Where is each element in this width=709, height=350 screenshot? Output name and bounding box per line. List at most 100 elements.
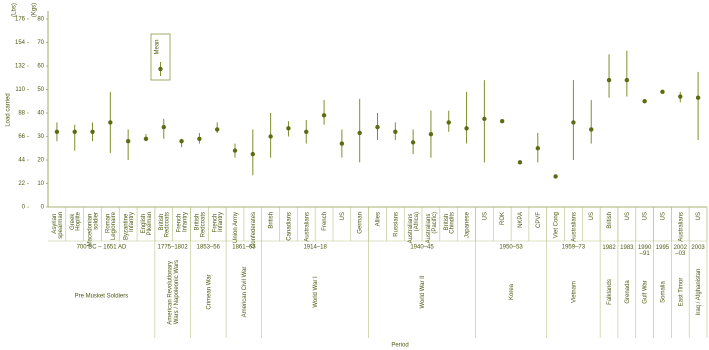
mean-dot (606, 77, 612, 83)
mean-dot (108, 120, 113, 125)
y-tick-label: 20 (37, 158, 44, 164)
group-years: 1853–56 (197, 245, 221, 251)
x-tick-label: British (607, 212, 613, 229)
x-tick-label: NKPA (518, 212, 524, 228)
mean-dot (393, 129, 398, 134)
group-name: Falklands (607, 279, 613, 305)
y-tick-label: 80 (37, 17, 44, 23)
mean-dot (678, 94, 683, 99)
x-tick-label: Australians (Pacific) (426, 212, 438, 243)
y2-tick-label: 176 (15, 17, 26, 23)
mean-dot (428, 131, 434, 137)
group-years: 2003 (691, 245, 705, 251)
x-tick-label: US (339, 212, 345, 220)
group-years: 1940–45 (410, 245, 434, 251)
y2-tick-label: 0 (22, 205, 26, 211)
group-years: 1950–53 (499, 245, 523, 251)
mean-dot (250, 151, 256, 157)
x-tick-label: French (322, 212, 328, 231)
y-tick-label: 10 (37, 181, 44, 187)
mean-dot (161, 124, 166, 130)
group-years: 700 BC – 1651 AD (77, 245, 127, 251)
mean-dot (304, 129, 309, 134)
mean-dot (660, 89, 665, 95)
y2-tick-label: 154 (15, 40, 26, 46)
x-tick-label: US (696, 212, 702, 220)
mean-dot (642, 99, 647, 104)
x-tick-label: Canadians (286, 212, 292, 241)
x-tick-label: Russians (393, 212, 399, 237)
x-tick-label: Confederates (250, 212, 256, 248)
group-name: World War II (420, 275, 426, 308)
x-tick-label: Macedonian soldier (87, 212, 99, 246)
x-tick-label: US (589, 212, 595, 220)
y2-tick-label: 66 (18, 134, 25, 140)
x-tick-label: Australians (Africa) (408, 212, 420, 243)
mean-dot (321, 113, 327, 118)
mean-dot (215, 127, 220, 132)
group-years: 1775–1802 (158, 245, 189, 251)
group-name: American Civil War (241, 267, 247, 318)
y-tick-label: 30 (37, 134, 44, 140)
mean-dot (695, 95, 701, 100)
mean-dot (553, 174, 558, 179)
x-tick-label: Byzantine Infantry (123, 212, 135, 240)
mean-dot (143, 136, 149, 142)
group-name: Iraq / Afghanistan (696, 269, 702, 316)
group-name: Somalia (660, 281, 666, 303)
mean-dot (624, 77, 630, 83)
mean-dot (535, 146, 540, 151)
group-name: Pre Musket Soldiers (75, 294, 129, 300)
legend-box (150, 33, 171, 81)
x-tick-label: Australians (571, 212, 577, 242)
mean-dot (517, 160, 523, 165)
y-axis-title: Load carried (6, 93, 12, 126)
group-years: 1982 (602, 245, 616, 251)
y-tick-label: 0 (41, 205, 45, 211)
y2-tick-label: 132 (15, 64, 26, 70)
mean-dot (72, 129, 77, 134)
x-tick-label: Australians (304, 212, 310, 242)
x-tick-label: Roman Legionaire (105, 211, 117, 240)
mean-dot (179, 139, 184, 144)
x-tick-label: British Chindits (443, 212, 455, 234)
group-name: East Timor (678, 278, 684, 307)
y2-tick-label: 22 (18, 181, 25, 187)
x-tick-label: US (660, 212, 666, 220)
x-tick-label: US (482, 212, 488, 220)
group-years: 1995 (656, 245, 670, 251)
x-tick-label: ROK (500, 212, 506, 225)
group-name: Crimean War (206, 274, 212, 309)
x-tick-label: British Redcoats (158, 212, 170, 237)
x-tick-label: British (268, 212, 274, 229)
x-tick-label: Viet Cong (553, 212, 559, 238)
legend: Mean (150, 33, 171, 81)
x-tick-label: US (642, 212, 648, 220)
mean-dot (286, 126, 291, 131)
y-unit: (Kgs) (32, 3, 38, 17)
legend-label: Mean (155, 39, 161, 54)
x-tick-label: German (357, 212, 363, 234)
legend-dot (158, 66, 163, 72)
y-tick-label: 60 (37, 64, 44, 70)
mean-dot (499, 119, 505, 124)
x-tick-label: British Redcoats (194, 212, 206, 237)
x-tick-label: Asyrian spearman (52, 212, 64, 239)
mean-dot (482, 116, 487, 122)
y2-unit: (Lbs) (12, 3, 18, 17)
y-tick-label: 50 (37, 87, 44, 93)
group-years: 1990 –91 (638, 245, 652, 257)
y-tick-label: 40 (37, 111, 44, 117)
group-years: 1983 (620, 245, 634, 251)
group-name: Gulf War (642, 280, 648, 303)
group-name: American Revolutionary Wars / Napoleonic… (167, 259, 180, 324)
y-tick-label: 70 (37, 40, 44, 46)
mean-dot (54, 129, 60, 134)
mean-dot (339, 141, 345, 146)
group-years: 1959–73 (562, 245, 586, 251)
mean-dot (357, 130, 362, 136)
mean-dot (464, 126, 469, 131)
x-tick-label: Allies (375, 212, 381, 226)
x-tick-label: French Infantry (212, 212, 224, 232)
